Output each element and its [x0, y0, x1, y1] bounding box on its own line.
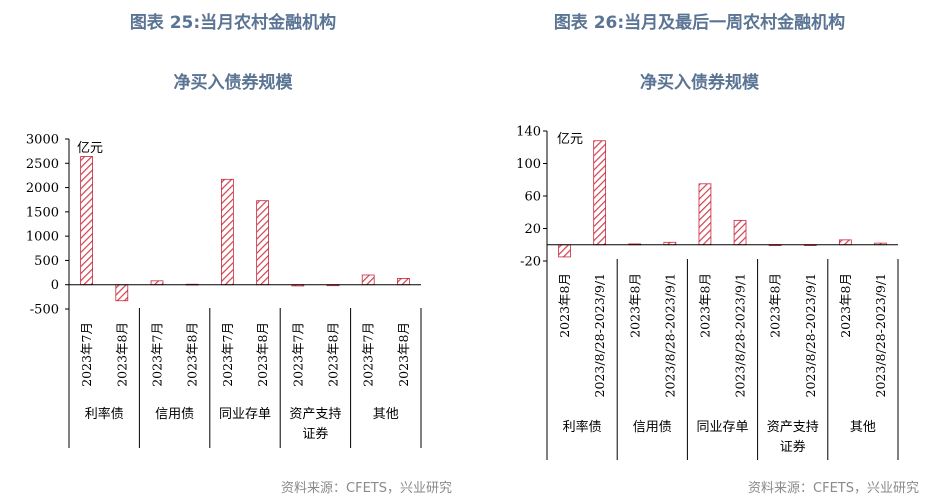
bar	[698, 183, 712, 246]
group-label: 其他	[850, 420, 876, 435]
category-label: 2023年8月	[114, 322, 129, 387]
group-label: 利率债	[563, 419, 602, 435]
y-tick-label: 100	[516, 157, 541, 172]
y-tick-label: 2000	[26, 181, 59, 196]
chart-title-line2: 净买入债券规模	[173, 73, 293, 93]
bar	[593, 140, 607, 246]
bar	[80, 156, 93, 286]
bar-chart-right: -20 20 60 100 140 亿元 2023年8月 2023/8/28-2023/9/1…	[516, 125, 899, 460]
group-label: 信用债	[155, 407, 194, 422]
chart-title-line1: 图表 26:当月及最后一周农村金融机构	[553, 13, 846, 33]
y-tick-label: 60	[524, 190, 541, 205]
category-label: 2023年8月	[326, 322, 341, 387]
unit-label: 亿元	[557, 132, 583, 147]
category-label: 2023年8月	[697, 273, 712, 338]
bar	[838, 239, 852, 246]
unit-label: 亿元	[77, 141, 103, 156]
chart-title-line1: 图表 25:当月农村金融机构	[129, 13, 337, 33]
group-label: 资产支持	[767, 420, 819, 435]
category-label: 2023年8月	[838, 273, 853, 338]
group-label: 证券	[780, 439, 806, 455]
y-tick-label: 0	[51, 278, 59, 293]
group-label: 证券	[302, 426, 328, 442]
bar-chart-left: -500 0 500 1000 1500 2000 2500 3000 亿元 2023年7月 202…	[26, 133, 422, 448]
y-tick-label: 20	[524, 222, 541, 237]
group-label: 同业存单	[219, 407, 271, 422]
y-tick-label: 140	[516, 125, 541, 140]
chart-panel-right: 图表 26:当月及最后一周农村金融机构 净买入债券规模 -20 20 60 100 14…	[466, 0, 933, 501]
bar	[221, 178, 234, 286]
group-label: 同业存单	[696, 420, 748, 435]
category-label: 2023年8月	[396, 322, 411, 387]
bar	[150, 280, 164, 286]
source-note: 资料来源：CFETS，兴业研究	[281, 481, 452, 496]
group-label: 其他	[373, 407, 399, 422]
category-label: 2023年8月	[185, 322, 200, 387]
bar	[361, 274, 375, 286]
category-label: 2023/8/28-2023/9/1	[733, 273, 748, 397]
group-label: 信用债	[633, 420, 672, 435]
category-label: 2023年8月	[255, 322, 270, 387]
category-label: 2023/8/28-2023/9/1	[662, 273, 677, 397]
source-note: 资料来源：CFETS，兴业研究	[748, 481, 919, 496]
category-label: 2023/8/28-2023/9/1	[803, 273, 818, 397]
category-label: 2023年7月	[361, 322, 376, 387]
y-tick-label: -500	[30, 303, 59, 318]
group-label: 资产支持	[289, 407, 341, 422]
category-label: 2023年8月	[557, 273, 572, 338]
category-label: 2023年7月	[150, 322, 165, 387]
bar	[397, 277, 410, 286]
category-label: 2023年8月	[768, 273, 783, 338]
chart-title-line2: 净买入债券规模	[640, 73, 759, 93]
bar	[733, 219, 747, 246]
category-label: 2023/8/28-2023/9/1	[592, 273, 607, 397]
group-label: 利率债	[85, 406, 124, 422]
category-label: 2023/8/28-2023/9/1	[873, 273, 888, 397]
bar	[256, 200, 269, 286]
y-tick-label: 3000	[26, 133, 59, 148]
category-label: 2023年7月	[290, 322, 305, 387]
bar	[558, 244, 571, 258]
category-label: 2023年7月	[220, 322, 235, 387]
y-tick-label: -20	[520, 255, 541, 270]
y-tick-label: 1000	[26, 230, 59, 245]
y-tick-label: 2500	[26, 157, 59, 172]
y-tick-label: 500	[34, 254, 59, 269]
category-label: 2023年8月	[627, 273, 642, 338]
bar	[115, 284, 129, 302]
y-tick-label: 1500	[26, 205, 59, 220]
chart-panel-left: 图表 25:当月农村金融机构 净买入债券规模 -500 0 500 1000 1500 2…	[0, 0, 466, 501]
category-label: 2023年7月	[79, 322, 94, 387]
